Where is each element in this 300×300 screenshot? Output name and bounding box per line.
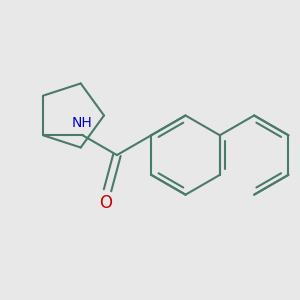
Text: O: O: [99, 194, 112, 212]
Text: NH: NH: [71, 116, 92, 130]
